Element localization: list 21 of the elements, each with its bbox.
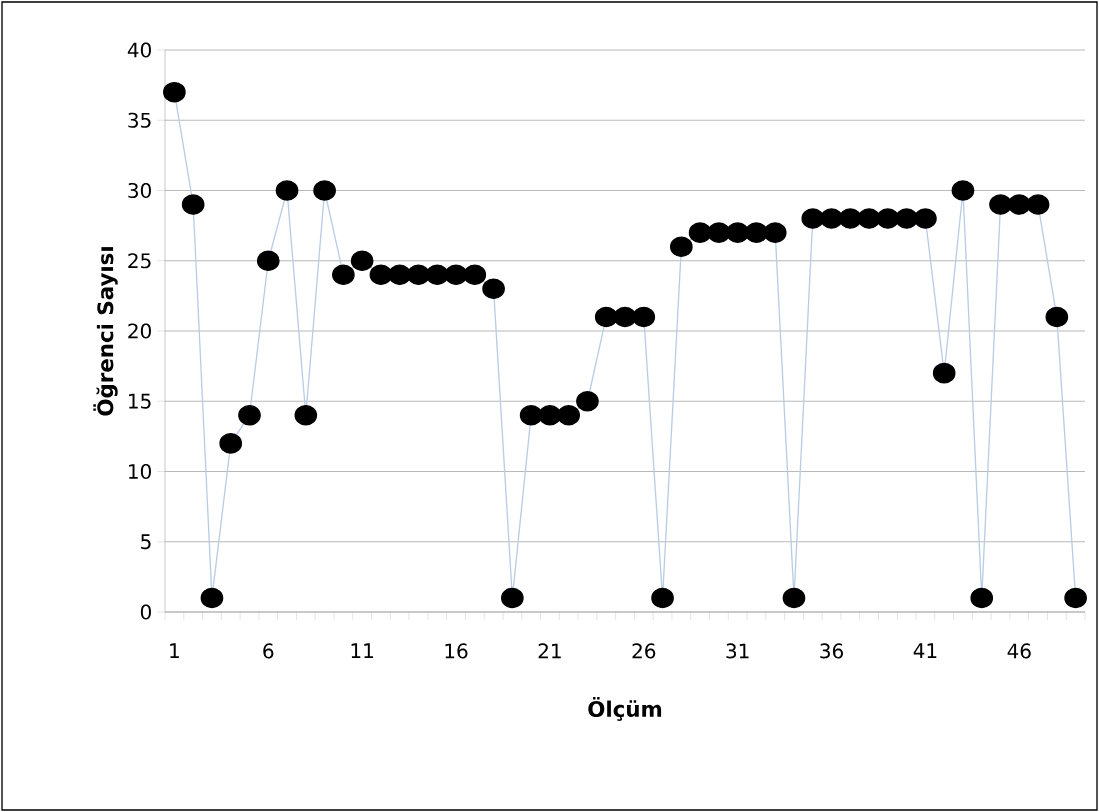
x-tick-label: 46 <box>1007 643 1031 659</box>
x-tick-label: 26 <box>632 643 656 659</box>
y-tick-label: 5 <box>141 534 151 550</box>
x-tick-label: 36 <box>820 643 843 659</box>
x-tick-label: 11 <box>351 643 374 658</box>
y-tick-label: 0 <box>140 604 151 620</box>
y-tick-label: 15 <box>129 393 151 409</box>
y-tick-label: 30 <box>128 182 151 199</box>
x-tick-label: 16 <box>445 643 468 659</box>
y-tick-label: 35 <box>128 112 151 128</box>
x-tick-label: 21 <box>538 643 561 659</box>
y-tick-label: 10 <box>129 463 151 480</box>
x-tick-label: 31 <box>726 643 749 659</box>
y-tick-label: 25 <box>128 253 151 269</box>
x-axis-title: Ölçüm <box>588 696 662 721</box>
x-tick-label: 1 <box>170 643 179 658</box>
y-axis-title: Öğrenci Sayısı <box>93 247 118 416</box>
y-tick-label: 40 <box>127 42 151 58</box>
x-tick-label: 41 <box>913 643 937 658</box>
x-tick-label: 6 <box>263 643 274 659</box>
y-tick-label: 20 <box>128 323 151 339</box>
